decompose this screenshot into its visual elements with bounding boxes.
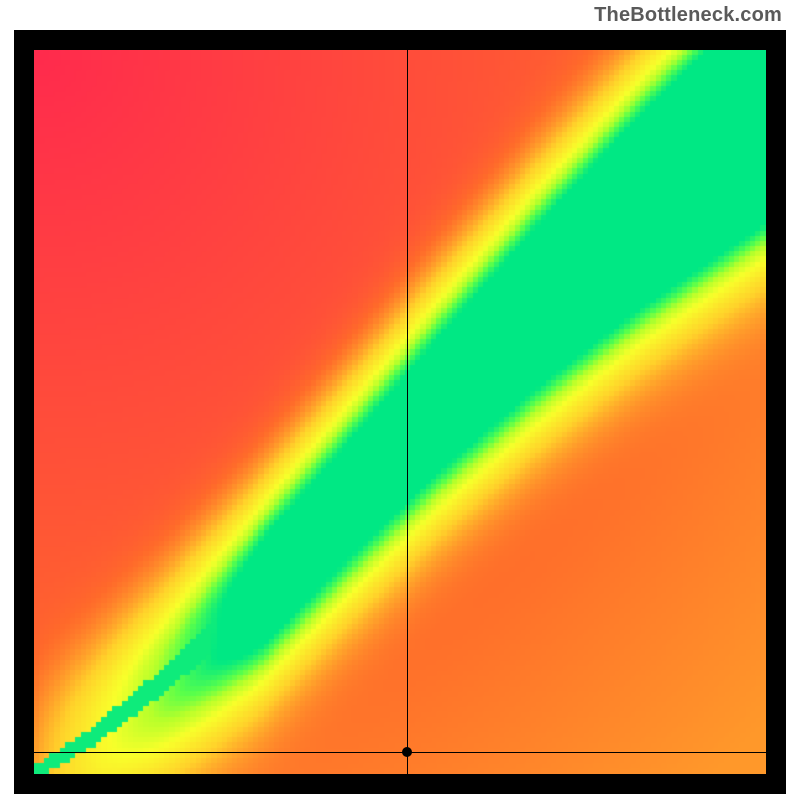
- watermark-text: TheBottleneck.com: [594, 4, 782, 27]
- chart-container: TheBottleneck.com: [0, 0, 800, 800]
- plot-frame: [14, 30, 786, 794]
- crosshair-vertical: [407, 50, 408, 774]
- heatmap-canvas: [34, 50, 766, 774]
- heatmap-plot: [34, 50, 766, 774]
- crosshair-horizontal: [34, 752, 766, 753]
